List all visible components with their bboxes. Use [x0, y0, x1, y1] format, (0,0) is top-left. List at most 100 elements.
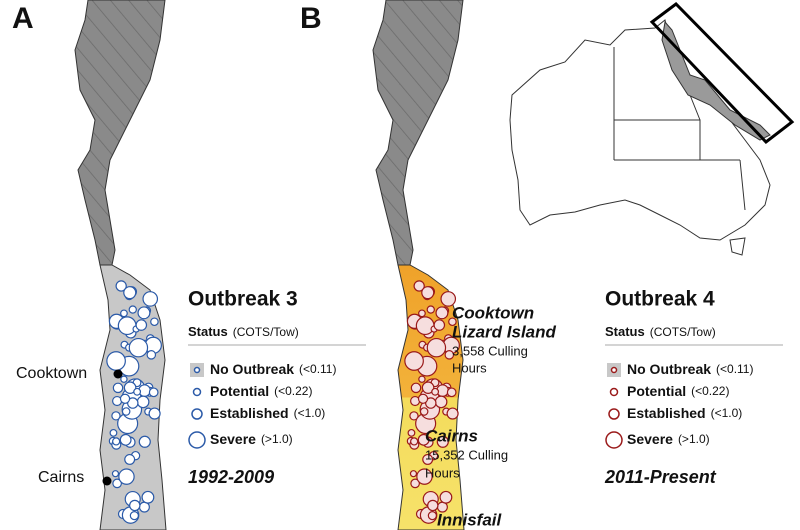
survey-site: [439, 490, 453, 504]
survey-site: [120, 309, 128, 318]
survey-site: [426, 305, 435, 314]
item-range: (<0.22): [274, 384, 312, 398]
survey-site: [141, 490, 155, 504]
annotation-title: Cooktown: [452, 303, 534, 322]
survey-site: [123, 381, 137, 395]
survey-site: [448, 317, 457, 327]
legend-symbol: [193, 366, 201, 374]
survey-site: [410, 478, 420, 489]
survey-site: [422, 453, 434, 465]
survey-site: [416, 468, 433, 485]
survey-site: [146, 350, 157, 360]
survey-site: [446, 407, 459, 420]
annotation-detail: Hours: [425, 465, 460, 480]
item-range: (<1.0): [294, 406, 326, 420]
survey-site: [417, 433, 430, 446]
panel-label: B: [300, 2, 322, 35]
survey-site: [118, 468, 135, 485]
survey-site: [431, 387, 440, 396]
survey-site: [133, 387, 142, 396]
survey-site: [148, 387, 159, 398]
item-range: (<0.22): [691, 384, 729, 398]
annotation-detail: 15,352 Culling: [425, 447, 508, 462]
legend-symbol: [605, 431, 623, 449]
survey-site: [417, 393, 429, 404]
item-label: No Outbreak: [210, 361, 294, 377]
survey-site: [409, 411, 419, 421]
status-unit: (COTS/Tow): [650, 325, 716, 339]
legend-item: Established (<1.0): [210, 405, 325, 421]
survey-site: [138, 435, 151, 448]
survey-site: [121, 407, 131, 416]
survey-site: [409, 470, 418, 478]
survey-site: [106, 351, 126, 371]
survey-site: [434, 395, 448, 409]
survey-site: [112, 437, 121, 446]
item-range: (>1.0): [261, 432, 293, 446]
inset-map: [509, 19, 771, 256]
annotation-detail: Hours: [452, 360, 487, 375]
annotation-title: Lizard Island: [452, 322, 557, 341]
survey-site: [129, 499, 141, 512]
survey-site: [413, 280, 425, 292]
legend-symbol: [188, 431, 206, 449]
survey-site: [137, 306, 151, 320]
place-label: Cairns: [38, 469, 84, 486]
survey-site: [419, 407, 429, 416]
survey-site: [112, 382, 124, 394]
item-range: (<0.11): [716, 362, 753, 376]
place-label: Cooktown: [16, 365, 87, 382]
legend-item: Severe (>1.0): [210, 431, 293, 447]
survey-site: [142, 291, 159, 307]
legend-period: 2011-Present: [604, 467, 717, 487]
survey-site: [410, 437, 419, 446]
survey-site: [407, 428, 416, 437]
survey-site: [115, 280, 127, 292]
survey-site: [135, 319, 148, 331]
survey-site: [128, 337, 149, 358]
survey-site: [124, 453, 136, 465]
item-label: Severe: [210, 431, 256, 447]
survey-site: [112, 478, 122, 489]
survey-site: [418, 309, 426, 318]
survey-site: [427, 499, 439, 512]
survey-site: [129, 510, 139, 521]
legend-symbol: [191, 408, 203, 420]
annotation-title: Innisfail: [437, 510, 503, 529]
survey-site: [410, 382, 422, 394]
item-label: Established: [627, 405, 706, 421]
survey-site: [128, 305, 137, 314]
legend-symbol: [610, 366, 618, 374]
status-unit: (COTS/Tow): [233, 325, 299, 339]
item-range: (>1.0): [678, 432, 710, 446]
legend-item: Severe (>1.0): [627, 431, 710, 447]
item-range: (<0.11): [299, 362, 336, 376]
survey-site: [111, 411, 121, 421]
inset-reef: [661, 20, 771, 141]
reef-no-data: [74, 0, 166, 266]
annotation-title: Cairns: [425, 426, 478, 445]
panel-label: A: [12, 2, 34, 35]
survey-site: [109, 428, 118, 437]
status-label: Status: [605, 324, 645, 339]
survey-site: [421, 286, 435, 300]
item-label: Severe: [627, 431, 673, 447]
place-dot: [113, 369, 123, 379]
legend-symbol: [192, 387, 202, 397]
survey-site: [404, 351, 424, 371]
legend-item: Established (<1.0): [627, 405, 742, 421]
survey-site: [436, 435, 449, 448]
survey-site: [120, 375, 128, 383]
survey-site: [117, 316, 137, 336]
legend-status: Status (COTS/Tow): [188, 324, 299, 339]
legend-item: No Outbreak (<0.11): [210, 361, 336, 377]
inset-box: [649, 2, 795, 145]
annotation-detail: 3,558 Culling: [452, 343, 528, 358]
item-label: Established: [210, 405, 289, 421]
legend-symbol: [609, 387, 619, 397]
survey-site: [111, 470, 120, 478]
survey-site: [433, 319, 446, 331]
reef-no-data: [372, 0, 464, 266]
item-label: Potential: [627, 383, 686, 399]
